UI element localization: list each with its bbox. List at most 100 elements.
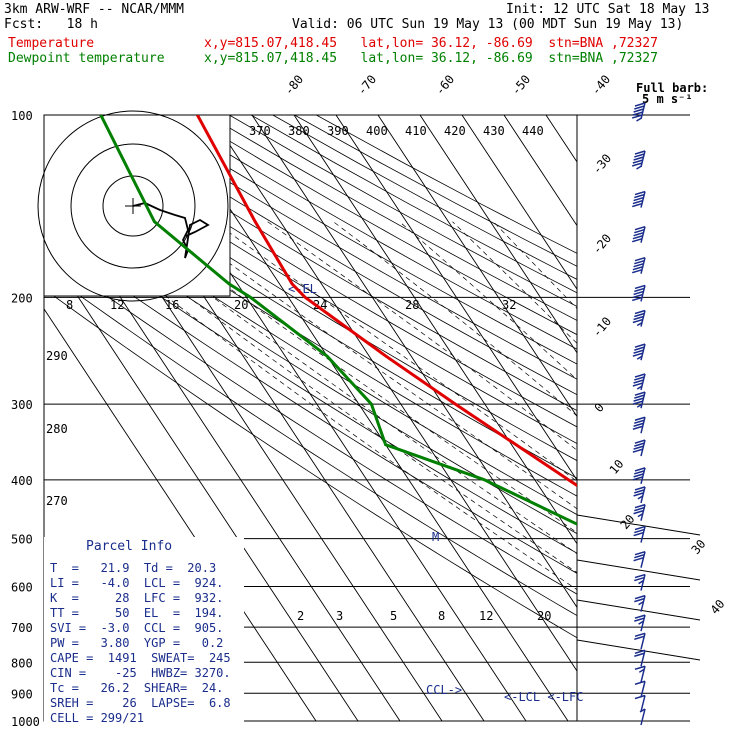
theta-label: 430 (483, 124, 505, 138)
wind-barb-flag (634, 105, 645, 110)
isotherm-line (377, 115, 577, 418)
wind-barb-flag (638, 579, 644, 585)
isotherm-line (167, 115, 569, 721)
wind-barb-flag (634, 694, 646, 700)
wind-barb (634, 665, 646, 683)
parcel-row-k: K = 28 LFC = 932. (50, 591, 224, 605)
wind-barb-staff (640, 226, 646, 243)
isotherm-line (335, 115, 577, 481)
dry-adiabat-line (44, 182, 577, 516)
wind-barb (634, 632, 646, 650)
wind-barb-flag (632, 476, 644, 481)
mixing-ratio-label: 20 (234, 298, 248, 312)
dry-adiabat-line (44, 199, 577, 535)
wind-barb-flag (634, 617, 645, 622)
isotherm-line (83, 115, 485, 721)
wind-barb-flag (634, 506, 645, 512)
wind-barb-flag (634, 284, 646, 290)
barb-guide-line (576, 599, 701, 621)
isobar-label: 500 (11, 533, 33, 547)
wind-barb-flag (633, 108, 644, 113)
wind-barb (631, 284, 646, 302)
wind-barb-flag (634, 597, 645, 603)
wind-barb-flag (634, 373, 646, 378)
wind-barb-flag (634, 391, 646, 396)
wind-barb (633, 550, 646, 568)
wind-barb-flag (634, 614, 646, 619)
dry-adiabat-line (44, 233, 577, 574)
wind-barb-flag (633, 315, 644, 321)
isotherm-label: -70 (355, 72, 380, 98)
wind-barb-flag (632, 111, 644, 116)
dewpoint-location: x,y=815.07,418.45 lat,lon= 36.12, -86.69… (204, 51, 658, 66)
isotherm-line (672, 115, 740, 734)
mixing-ratio-label: 28 (405, 298, 419, 312)
isotherm-label: -20 (590, 231, 615, 257)
wind-barb-flag (633, 509, 644, 515)
dry-adiabat-line (316, 115, 577, 254)
wind-barb-flag (632, 159, 644, 164)
isotherm-line (44, 180, 401, 721)
wind-barb (633, 486, 646, 504)
wind-barb (634, 614, 646, 632)
isotherm-line (588, 115, 740, 734)
wind-barb-staff (640, 310, 646, 327)
wind-barb (633, 525, 646, 543)
temperature-location: x,y=815.07,418.45 lat,lon= 36.12, -86.69… (204, 36, 658, 51)
parcel-info-title: Parcel Info (86, 539, 173, 554)
dry-adiabat-line (250, 115, 577, 294)
hodograph-trace (132, 202, 210, 259)
wind-barb (632, 467, 646, 485)
wind-barb-flag (634, 525, 646, 531)
parcel-row-cape: CAPE = 1491 SWEAT= 245 (50, 651, 231, 665)
wind-barb-flag (633, 290, 644, 296)
theta-label: 410 (405, 124, 427, 138)
wind-barb (631, 102, 646, 122)
wind-barb (634, 649, 646, 667)
wind-barb-flag (634, 190, 646, 196)
isotherm-label: 40 (708, 597, 728, 617)
wind-barb-flag (633, 473, 644, 478)
dry-adiabat-line (44, 167, 577, 497)
wind-barb-flag (634, 550, 646, 556)
isotherm-line (419, 115, 577, 354)
isotherm-label: -30 (590, 151, 615, 177)
wind-barb-flag (633, 531, 644, 537)
isotherm-line (251, 115, 577, 609)
isotherm-line (125, 115, 527, 721)
wind-barb-flag (631, 202, 643, 208)
wind-barb-flag (634, 150, 646, 155)
wind-barb-flag (638, 668, 645, 673)
wind-barb (631, 225, 646, 243)
wind-barb-staff (640, 666, 646, 683)
wind-barb-staff (640, 708, 646, 726)
wind-barb-flag (633, 231, 644, 237)
dry-adiabat-line (44, 251, 577, 595)
wind-barb-flag (633, 349, 644, 354)
wind-barb-flag (634, 394, 645, 399)
mixing-ratio-low-label: 12 (479, 609, 493, 623)
wind-barb (632, 439, 646, 457)
wind-barb-flag (634, 470, 645, 475)
wind-barb-flag (634, 467, 646, 472)
wind-barb-flag (633, 445, 644, 450)
isotherm-label: 0 (592, 400, 607, 415)
wind-barb-flag (633, 156, 644, 161)
theta-label: 440 (522, 124, 544, 138)
wind-barb-flag (632, 448, 644, 453)
isotherm-label: -60 (433, 72, 458, 98)
wind-barb-flag (634, 309, 646, 315)
moist-adiabat-line (158, 290, 577, 591)
wind-barb-staff (640, 681, 646, 698)
wind-barb-flag (632, 352, 644, 357)
wind-barb-flag (632, 425, 644, 430)
wind-barb-flag (634, 287, 645, 293)
wind-barb-flag (634, 153, 645, 158)
dewpoint-label: Dewpoint temperature (8, 51, 165, 66)
wind-barb-flag (634, 594, 646, 600)
moist-adiabat-line (151, 269, 577, 574)
wind-barb-flag (634, 553, 645, 559)
dry-adiabat-line (44, 269, 577, 617)
wind-barb-staff (640, 551, 646, 568)
isobar-label: 200 (11, 291, 33, 305)
